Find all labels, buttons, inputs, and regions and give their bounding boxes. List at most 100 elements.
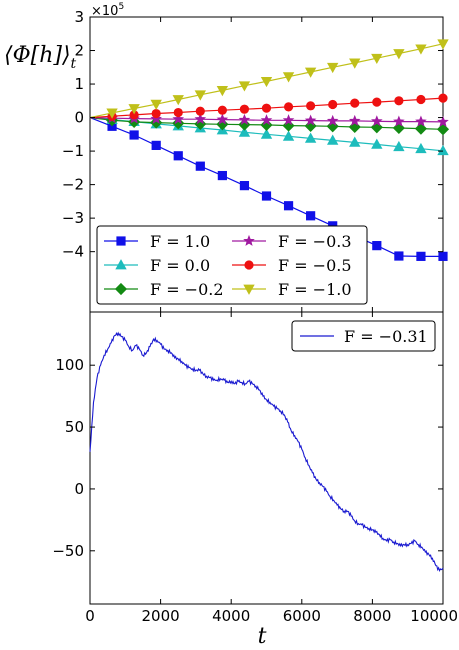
top-y-tick-label: 2 bbox=[74, 42, 84, 60]
x-tick-label: 4000 bbox=[212, 607, 250, 625]
series-marker bbox=[217, 170, 227, 181]
series-marker bbox=[326, 114, 339, 126]
bottom-y-tick-label: −50 bbox=[52, 542, 84, 560]
top-y-tick-label: −3 bbox=[62, 209, 84, 227]
series-marker bbox=[372, 97, 382, 107]
top-y-axis-label-main: ⟨Φ[h]⟩ bbox=[4, 43, 71, 68]
x-tick-label: 8000 bbox=[353, 607, 391, 625]
series-marker bbox=[217, 105, 227, 115]
series-marker bbox=[327, 62, 339, 74]
series-marker bbox=[106, 108, 118, 119]
series-marker bbox=[283, 102, 294, 112]
bottom-plot-area bbox=[89, 331, 444, 572]
x-tick-label: 2000 bbox=[142, 607, 180, 625]
x-tick-label: 10000 bbox=[410, 607, 458, 625]
series-marker bbox=[260, 128, 273, 139]
series-marker bbox=[304, 132, 317, 143]
series-marker bbox=[151, 140, 161, 150]
top-y-multiplier-exp: 5 bbox=[118, 2, 124, 12]
series-marker bbox=[282, 72, 295, 83]
series-marker bbox=[415, 142, 427, 154]
top-y-axis-label: ⟨Φ[h]⟩t bbox=[4, 43, 77, 72]
legend-marker bbox=[114, 282, 128, 296]
series-marker bbox=[348, 114, 361, 126]
top-y-tick-label: −2 bbox=[62, 176, 84, 194]
legend-label: F = 1.0 bbox=[150, 232, 210, 251]
series-marker bbox=[393, 140, 405, 152]
bottom-panel-frame bbox=[89, 311, 444, 605]
series-marker bbox=[437, 39, 449, 50]
legend-label: F = −0.31 bbox=[344, 327, 428, 346]
legend-label: F = −1.0 bbox=[278, 280, 352, 299]
series-marker bbox=[238, 81, 251, 92]
legend-marker bbox=[243, 284, 255, 295]
series-marker bbox=[371, 53, 383, 65]
series-marker bbox=[304, 67, 317, 78]
bottom-y-tick-label: 0 bbox=[74, 480, 84, 498]
series-marker bbox=[195, 161, 205, 171]
legend-label: F = 0.0 bbox=[150, 256, 210, 275]
top-y-tick-label: −4 bbox=[62, 243, 84, 261]
series-marker bbox=[151, 108, 161, 119]
series-marker bbox=[173, 107, 183, 118]
axis-ticks: −4 −3 −2 −1 0 1 2 3 −50 0 50 100 0 2000 4000 6000 8000 10… bbox=[52, 8, 458, 625]
top-y-multiplier-base: ×10 bbox=[91, 4, 118, 19]
series-marker bbox=[304, 114, 317, 126]
series-marker bbox=[371, 138, 383, 149]
series-marker bbox=[239, 181, 250, 191]
series-marker bbox=[393, 115, 405, 127]
legend-marker bbox=[116, 236, 126, 246]
legend-label: F = −0.2 bbox=[150, 280, 224, 299]
x-axis-label: t bbox=[258, 624, 267, 646]
series-marker bbox=[239, 104, 250, 114]
series-marker bbox=[238, 126, 251, 137]
series-marker bbox=[172, 113, 185, 125]
series-marker bbox=[194, 113, 207, 125]
walk-line bbox=[89, 331, 444, 572]
series-marker bbox=[129, 130, 139, 140]
top-legend: F = 1.0 F = 0.0 F = −0.2 F = −0.3 F = −0.5 F … bbox=[96, 225, 368, 305]
series-marker bbox=[260, 114, 273, 126]
legend-marker bbox=[115, 259, 127, 270]
series-marker bbox=[128, 104, 140, 115]
x-tick-label: 0 bbox=[85, 607, 95, 625]
series-marker bbox=[415, 44, 427, 55]
series-marker bbox=[282, 114, 295, 126]
series-marker bbox=[372, 241, 382, 251]
series-marker bbox=[216, 86, 229, 97]
series-marker bbox=[238, 113, 251, 125]
series-marker bbox=[394, 251, 404, 261]
series-marker bbox=[436, 123, 450, 136]
series-marker bbox=[173, 151, 183, 161]
bottom-legend: F = −0.31 bbox=[291, 320, 436, 352]
series-marker bbox=[261, 103, 272, 113]
series-marker bbox=[283, 201, 294, 211]
bottom-legend-frame bbox=[291, 320, 436, 352]
series-marker bbox=[150, 112, 162, 124]
series-marker bbox=[195, 106, 205, 116]
top-plot-area bbox=[89, 39, 450, 261]
series-marker bbox=[349, 136, 361, 147]
top-y-multiplier: ×105 bbox=[91, 2, 124, 19]
series-marker bbox=[150, 99, 162, 110]
series-marker bbox=[414, 122, 428, 135]
series-marker bbox=[306, 101, 316, 111]
legend-label: F = −0.3 bbox=[278, 232, 352, 251]
legend-marker bbox=[244, 260, 254, 270]
series-marker bbox=[393, 49, 405, 60]
legend-marker bbox=[243, 234, 255, 246]
top-y-tick-label: 1 bbox=[74, 75, 84, 93]
top-y-axis-label-sub: t bbox=[71, 56, 77, 72]
series-marker bbox=[371, 115, 383, 127]
series-marker bbox=[172, 117, 185, 130]
series-marker bbox=[415, 115, 427, 127]
series-marker bbox=[437, 115, 449, 127]
top-y-tick-label: 0 bbox=[74, 109, 84, 127]
series-marker bbox=[416, 94, 426, 105]
series-marker bbox=[438, 251, 448, 261]
bottom-y-tick-label: 50 bbox=[65, 418, 84, 436]
series-marker bbox=[438, 93, 448, 103]
series-marker bbox=[394, 96, 404, 106]
series-marker bbox=[350, 98, 360, 108]
